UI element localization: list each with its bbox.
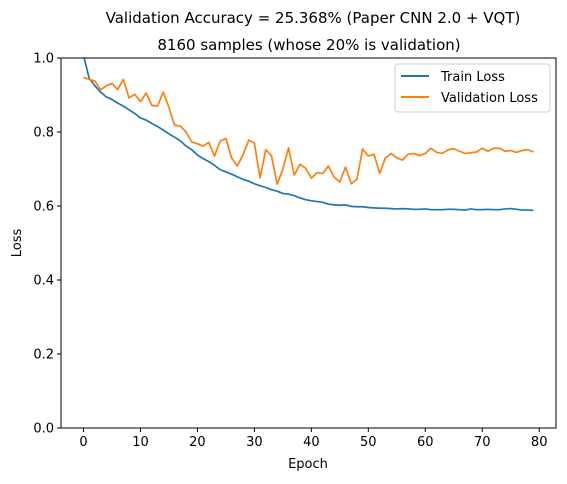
x-tick-label: 20 <box>189 435 206 450</box>
train-loss-line <box>83 58 534 212</box>
x-tick-label: 80 <box>531 435 548 450</box>
x-tick-label: 70 <box>474 435 491 450</box>
y-tick-label: 0.0 <box>33 422 54 437</box>
y-tick-label: 0.8 <box>33 126 54 141</box>
x-tick-label: 10 <box>132 435 149 450</box>
y-tick-label: 0.6 <box>33 200 54 215</box>
plot-frame <box>60 57 557 429</box>
y-axis-label: Loss <box>10 229 25 258</box>
chart-title: Validation Accuracy = 25.368% (Paper CNN… <box>106 9 521 27</box>
plot-lines <box>83 58 534 212</box>
x-tick-label: 30 <box>246 435 263 450</box>
x-tick-label: 50 <box>360 435 377 450</box>
legend-box <box>394 63 551 113</box>
legend-label-validation: Validation Loss <box>441 91 538 106</box>
x-tick-label: 40 <box>303 435 320 450</box>
legend-label-train: Train Loss <box>440 70 505 85</box>
x-axis-label: Epoch <box>288 457 328 472</box>
y-tick-label: 0.2 <box>33 348 54 363</box>
y-tick-label: 1.0 <box>33 52 54 67</box>
x-tick-label: 60 <box>417 435 434 450</box>
validation-loss-line <box>83 76 534 186</box>
chart-subtitle: 8160 samples (whose 20% is validation) <box>157 36 460 54</box>
legend: Train Loss Validation Loss <box>394 63 551 113</box>
x-tick-label: 0 <box>79 435 87 450</box>
y-tick-label: 0.4 <box>33 274 54 289</box>
axis-ticks: 0 10 20 30 40 50 60 70 80 0.0 0.2 0.4 0.6 0.8 1.0 <box>33 52 547 451</box>
